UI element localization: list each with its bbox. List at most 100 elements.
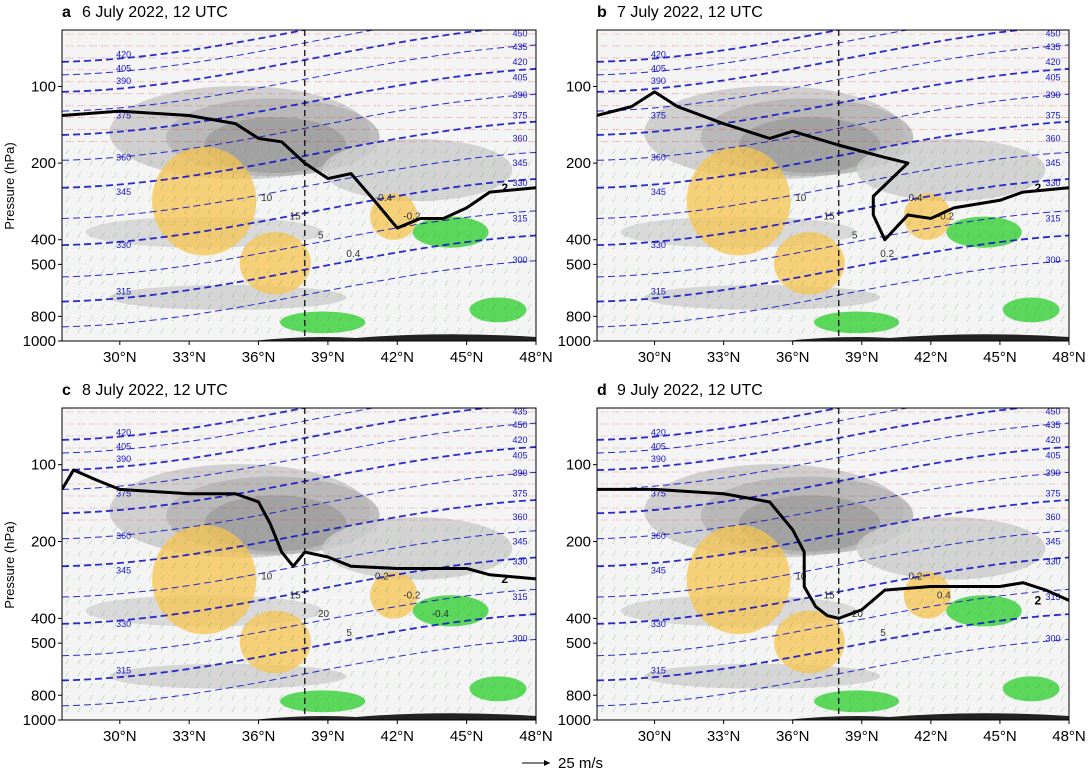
wind-arrow <box>647 244 652 250</box>
tropopause-label: 2 <box>501 572 508 586</box>
wind-arrow <box>1037 574 1041 581</box>
wind-arrow <box>527 586 532 593</box>
wind-arrow <box>456 268 461 274</box>
wind-arrow <box>350 280 354 286</box>
wind-arrow <box>754 196 758 202</box>
wind-arrow <box>883 646 888 653</box>
wind-arrow <box>207 658 212 665</box>
wind-arrow <box>765 550 770 557</box>
wind-arrow <box>196 280 200 286</box>
wind-arrow <box>695 184 699 190</box>
wind-arrow <box>978 706 982 713</box>
wind-arrow <box>895 303 900 310</box>
wind-arrow <box>231 634 236 641</box>
wind-arrow <box>990 598 994 605</box>
wind-arrow <box>765 610 770 617</box>
wind-arrow <box>1037 634 1041 641</box>
wind-arrow <box>124 291 129 298</box>
wind-arrow <box>433 706 437 713</box>
wind-arrow <box>350 220 354 226</box>
wind-arrow <box>919 574 923 581</box>
wind-arrow <box>101 208 105 214</box>
wind-arrow <box>361 268 366 274</box>
theta-label: 330 <box>116 619 131 629</box>
wind-arrow <box>397 634 402 641</box>
wind-arrow <box>65 256 70 262</box>
wind-arrow <box>742 598 746 605</box>
wind-arrow <box>338 220 342 226</box>
theta-label: 345 <box>116 566 131 576</box>
wind-arrow <box>954 610 959 617</box>
wind-arrow <box>255 172 259 178</box>
wind-arrow <box>1060 634 1065 641</box>
wind-arrow <box>113 184 117 190</box>
wind-arrow <box>101 598 105 605</box>
wind-arrow <box>990 706 994 713</box>
wind-arrow <box>836 196 841 202</box>
shading-label: 15 <box>824 212 836 223</box>
wind-arrow <box>636 538 640 545</box>
wind-arrow <box>480 220 485 226</box>
wind-arrow <box>89 196 93 202</box>
wind-arrow <box>1013 646 1018 653</box>
wind-arrow <box>742 220 746 226</box>
wind-arrow <box>516 562 520 569</box>
wind-arrow <box>243 526 248 533</box>
wind-arrow <box>231 706 236 713</box>
wind-arrow <box>290 598 295 605</box>
wind-arrow <box>267 220 271 226</box>
wind-arrow <box>184 658 188 665</box>
wind-arrow <box>468 550 473 557</box>
wind-arrow <box>409 256 413 262</box>
wind-arrow <box>124 208 129 214</box>
wind-arrow <box>136 586 141 593</box>
wind-arrow <box>219 610 224 617</box>
wind-arrow <box>172 682 176 689</box>
wind-arrow <box>659 303 664 310</box>
wind-arrow <box>456 303 461 310</box>
wind-arrow <box>919 315 923 322</box>
wind-arrow <box>302 622 307 629</box>
y-tick-label: 800 <box>566 308 591 325</box>
wind-arrow <box>848 622 853 629</box>
wind-arrow <box>279 610 283 617</box>
wind-arrow <box>468 280 473 286</box>
wind-arrow <box>172 244 176 250</box>
wind-arrow <box>148 598 153 605</box>
wind-arrow <box>160 184 165 190</box>
wind-arrow <box>350 658 354 665</box>
wind-arrow <box>636 232 640 238</box>
wind-arrow <box>255 610 259 617</box>
wind-arrow <box>695 160 699 166</box>
wind-arrow <box>124 562 129 569</box>
wind-arrow <box>113 327 117 334</box>
wind-arrow <box>848 327 853 334</box>
wind-arrow <box>671 574 676 581</box>
wind-arrow <box>326 315 330 322</box>
wind-arrow <box>409 208 413 214</box>
wind-arrow <box>895 148 900 154</box>
wind-arrow <box>1013 196 1018 202</box>
wind-arrow <box>397 694 402 701</box>
wind-arrow <box>978 538 982 545</box>
theta-contour <box>597 408 843 441</box>
wind-arrow <box>326 291 330 298</box>
wind-arrow <box>671 315 676 322</box>
wind-arrow <box>671 220 676 226</box>
wind-arrow <box>113 598 117 605</box>
wind-arrow <box>718 184 723 190</box>
wind-arrow <box>624 574 628 581</box>
theta-label: 450 <box>1045 29 1060 39</box>
wind-arrow <box>1013 658 1018 665</box>
wind-arrow <box>113 244 117 250</box>
wind-arrow <box>1001 526 1006 533</box>
wind-arrow <box>813 562 817 569</box>
wind-arrow <box>683 538 687 545</box>
wind-arrow <box>813 550 817 557</box>
wind-arrow <box>730 256 735 262</box>
wind-arrow <box>931 622 935 629</box>
wind-arrow <box>942 148 947 154</box>
wind-arrow <box>385 682 390 689</box>
wind-arrow <box>836 682 841 689</box>
wind-arrow <box>184 646 188 653</box>
